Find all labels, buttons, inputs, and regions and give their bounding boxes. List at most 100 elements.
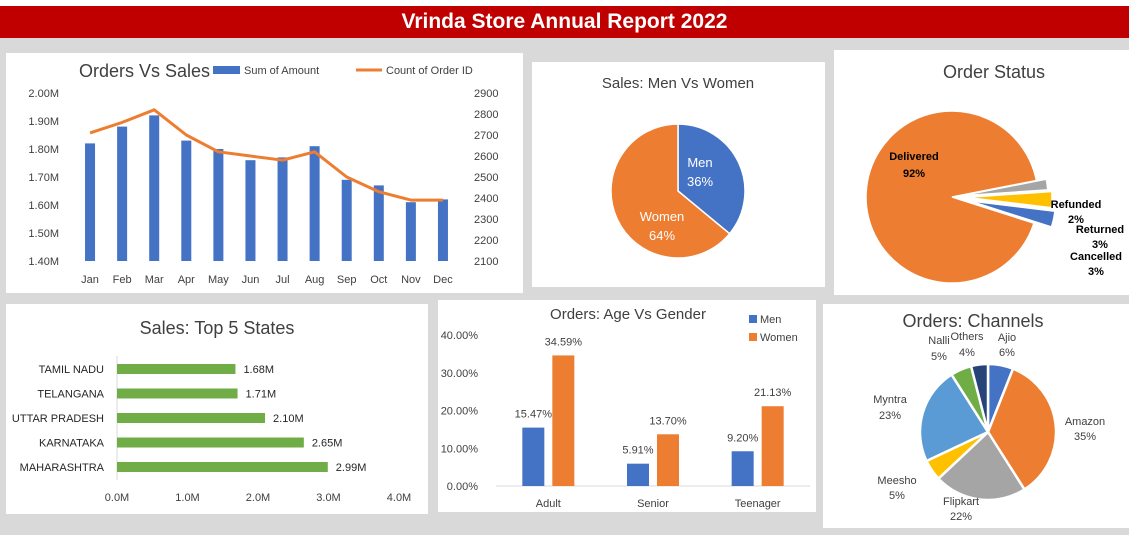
legend-label-men: Men	[760, 314, 781, 326]
y2-tick-label: 2300	[474, 214, 498, 226]
bar-amount	[181, 140, 192, 261]
sales-men-women-panel: Sales: Men Vs Women Men 36% Women 64%	[532, 62, 825, 287]
y-tick-label: MAHARASHTRA	[20, 462, 105, 474]
pie-slice-cancelled	[969, 200, 1056, 228]
y-tick-label: 20.00%	[441, 406, 479, 418]
slice-label-flipkart: Flipkart	[943, 496, 979, 508]
legend-label-women: Women	[760, 332, 798, 344]
slice-pct-others: 4%	[959, 347, 975, 359]
y-tick-label: 1.50M	[28, 228, 59, 240]
pie-slice-women	[610, 123, 731, 259]
bar-state	[117, 413, 266, 423]
chart-title: Sales: Men Vs Women	[602, 75, 754, 92]
x-tick-label: 3.0M	[316, 492, 340, 504]
x-tick-label: Sep	[337, 274, 357, 286]
chart-title: Orders Vs Sales	[79, 61, 210, 81]
pie-slice-myntra	[918, 372, 990, 463]
bar-women	[761, 406, 784, 486]
y2-tick-label: 2800	[474, 109, 498, 121]
slice-pct-myntra: 23%	[879, 410, 901, 422]
bar-data-label: 2.10M	[273, 413, 304, 425]
bar-data-label: 2.65M	[312, 438, 343, 450]
line-order-count	[89, 108, 443, 202]
bar-data-label: 1.68M	[243, 364, 274, 376]
y2-tick-label: 2600	[474, 151, 498, 163]
legend-label-count: Count of Order ID	[386, 65, 473, 77]
chart-title: Sales: Top 5 States	[140, 318, 295, 338]
bar-amount	[373, 185, 384, 261]
bar-amount	[245, 160, 256, 261]
age-vs-gender-panel: Orders: Age Vs Gender Men Women 40.00% 30.00…	[438, 300, 816, 512]
x-tick-label: May	[208, 274, 229, 286]
pie-slice-refunded	[961, 178, 1049, 197]
slice-pct-nalli: 5%	[931, 351, 947, 363]
y-tick-label: TELANGANA	[37, 389, 104, 401]
legend-label-amount: Sum of Amount	[244, 65, 319, 77]
slice-label-others: Others	[950, 331, 984, 343]
y2-tick-label: 2400	[474, 193, 498, 205]
chart-title: Orders: Channels	[902, 311, 1043, 331]
bar-data-label: 15.47%	[515, 409, 553, 421]
x-tick-label: 4.0M	[387, 492, 411, 504]
bar-women	[552, 355, 575, 486]
y2-tick-label: 2200	[474, 235, 498, 247]
bar-amount	[277, 157, 288, 261]
y-tick-label: 30.00%	[441, 368, 479, 380]
bar-data-label: 34.59%	[545, 336, 583, 348]
slice-label-men: Men	[687, 155, 712, 170]
y-tick-label: 40.00%	[441, 330, 479, 342]
slice-label-returned: Returned	[1076, 224, 1124, 236]
pie-slice-others	[969, 362, 990, 433]
x-tick-label: Dec	[433, 274, 453, 286]
chart-title: Orders: Age Vs Gender	[550, 306, 706, 323]
x-tick-label: Aug	[305, 274, 325, 286]
bar-data-label: 5.91%	[622, 445, 653, 457]
slice-label-refunded: Refunded	[1051, 199, 1102, 211]
bar-amount	[117, 126, 128, 261]
slice-label-nalli: Nalli	[928, 335, 949, 347]
y-tick-label: 10.00%	[441, 443, 479, 455]
slice-pct-men: 36%	[687, 174, 713, 189]
bar-amount	[85, 143, 96, 261]
orders-vs-sales-panel: Orders Vs Sales Sum of Amount Count of Ord…	[6, 53, 523, 293]
bar-women	[657, 434, 679, 486]
slice-pct-flipkart: 22%	[950, 511, 972, 523]
slice-label-women: Women	[640, 209, 685, 224]
bar-state	[117, 388, 238, 399]
legend-swatch-women	[749, 333, 757, 341]
slice-label-meesho: Meesho	[877, 475, 916, 487]
bar-amount	[341, 179, 352, 261]
x-tick-label: Feb	[113, 274, 132, 286]
pie-slice-returned	[965, 190, 1053, 209]
x-tick-label: Jan	[81, 274, 99, 286]
bar-amount	[437, 199, 448, 261]
x-tick-label: Mar	[145, 274, 164, 286]
x-tick-label: Jul	[276, 274, 290, 286]
legend-swatch-amount	[213, 66, 240, 74]
x-tick-label: 0.0M	[105, 492, 129, 504]
bar-amount	[309, 146, 320, 261]
chart-title: Order Status	[943, 62, 1045, 82]
y-tick-label: 1.60M	[28, 200, 59, 212]
bar-men	[731, 451, 754, 486]
age-vs-gender-chart: Orders: Age Vs Gender Men Women 40.00% 30.00…	[441, 306, 810, 510]
report-title: Vrinda Store Annual Report 2022	[401, 10, 728, 33]
bar-state	[117, 462, 328, 472]
orders-vs-sales-chart: Orders Vs Sales Sum of Amount Count of Ord…	[28, 61, 498, 286]
slice-label-myntra: Myntra	[873, 394, 908, 406]
slice-pct-women: 64%	[649, 228, 675, 243]
slice-label-ajio: Ajio	[998, 332, 1016, 344]
sales-men-women-chart: Sales: Men Vs Women Men 36% Women 64%	[602, 75, 754, 259]
bar-amount	[405, 202, 416, 261]
bar-amount	[149, 115, 160, 262]
bar-data-label: 9.20%	[727, 432, 758, 444]
slice-pct-cancelled: 3%	[1088, 266, 1104, 278]
slice-pct-ajio: 6%	[999, 347, 1015, 359]
bar-data-label: 13.70%	[649, 415, 687, 427]
slice-pct-returned: 3%	[1092, 239, 1108, 251]
bar-state	[117, 364, 236, 374]
slice-label-amazon: Amazon	[1065, 416, 1105, 428]
bar-men	[522, 427, 545, 486]
x-tick-label: Oct	[370, 274, 387, 286]
x-tick-label: Senior	[637, 498, 669, 510]
